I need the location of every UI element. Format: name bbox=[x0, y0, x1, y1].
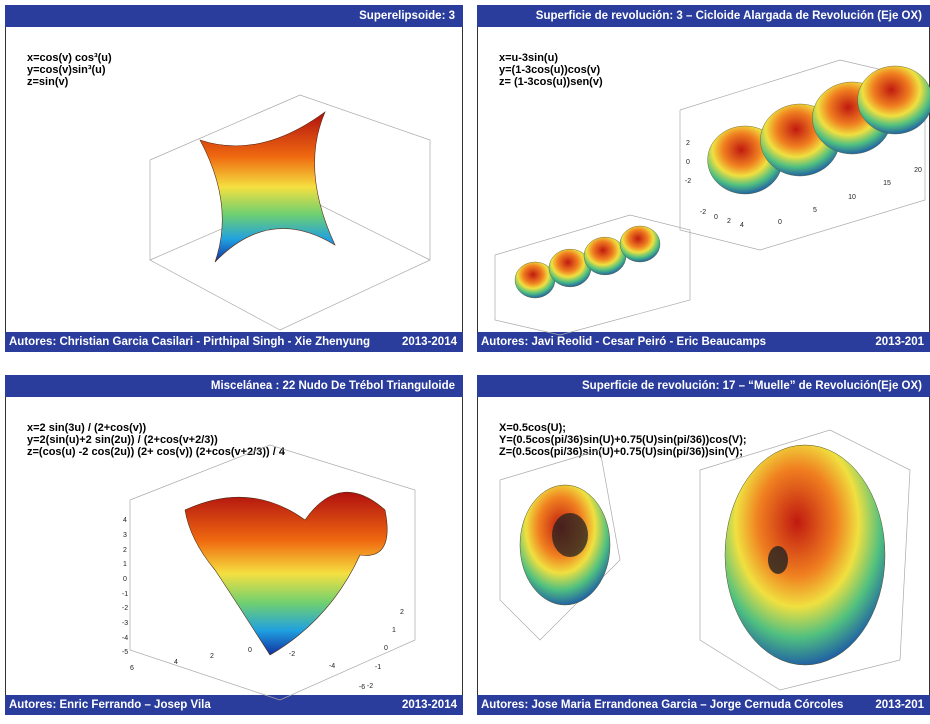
axis-tick-label: -4 bbox=[122, 635, 128, 642]
slide-title: Superficie de revolución: 3 – Cicloide A… bbox=[536, 10, 922, 22]
years: 2013-2014 bbox=[402, 336, 458, 348]
spring-hole bbox=[552, 513, 588, 557]
axis-tick-label: -6 bbox=[359, 684, 365, 691]
authors: Autores: Jose Maria Errandonea Garcia – … bbox=[481, 699, 843, 711]
axis-tick-label: 10 bbox=[848, 194, 856, 201]
axis-tick-label: 1 bbox=[392, 627, 396, 634]
formula: z=sin(v) bbox=[27, 76, 69, 88]
formula: x=2 sin(3u) / (2+cos(v)) bbox=[27, 422, 147, 434]
axis-tick-label: -4 bbox=[329, 663, 335, 670]
surface-lobe bbox=[858, 66, 930, 134]
collage: Superelipsoide: 3 x=cos(v) cos³(u)y=cos(v… bbox=[0, 0, 930, 719]
axis-tick-label: -2 bbox=[122, 605, 128, 612]
axis-tick-label: -3 bbox=[122, 620, 128, 627]
axis-tick-label: 4 bbox=[123, 517, 127, 524]
axis-tick-label: -2 bbox=[700, 209, 706, 216]
spring-surface bbox=[725, 445, 885, 665]
axis-tick-label: -5 bbox=[122, 649, 128, 656]
axis-tick-label: 0 bbox=[778, 219, 782, 226]
slide: Superficie de revolución: 3 – Cicloide A… bbox=[477, 5, 930, 352]
axis-tick-label: -2 bbox=[289, 651, 295, 658]
formula: y=cos(v)sin³(u) bbox=[27, 64, 106, 76]
formula: X=0.5cos(U); bbox=[499, 422, 566, 434]
axis-tick-label: 2 bbox=[400, 609, 404, 616]
years: 2013-2014 bbox=[402, 699, 458, 711]
axis-tick-label: 0 bbox=[714, 214, 718, 221]
authors: Autores: Christian Garcia Casilari - Pir… bbox=[9, 336, 370, 348]
axis-tick-label: 5 bbox=[813, 207, 817, 214]
axis-tick-label: 2 bbox=[123, 547, 127, 554]
formula: Z=(0.5cos(pi/36)sin(U)+0.75(U)sin(pi/36)… bbox=[499, 446, 743, 458]
formula: z=(cos(u) -2 cos(2u)) (2+ cos(v)) (2+cos… bbox=[27, 446, 286, 458]
axis-tick-label: -1 bbox=[375, 664, 381, 671]
formula: y=(1-3cos(u))cos(v) bbox=[499, 64, 601, 76]
surface-lobe bbox=[620, 226, 660, 262]
formula: x=cos(v) cos³(u) bbox=[27, 52, 112, 64]
authors: Autores: Enric Ferrando – Josep Vila bbox=[9, 699, 211, 711]
axis-tick-label: 15 bbox=[883, 180, 891, 187]
axis-tick-label: 4 bbox=[740, 222, 744, 229]
axis-tick-label: 4 bbox=[174, 659, 178, 666]
slide-title: Superficie de revolución: 17 – “Muelle” … bbox=[582, 380, 922, 392]
axis-tick-label: 0 bbox=[384, 645, 388, 652]
axis-tick-label: 3 bbox=[123, 532, 127, 539]
axis-tick-label: -1 bbox=[122, 591, 128, 598]
page: {"panels": [ {"title": "Superelipsoide: … bbox=[0, 0, 930, 719]
axis-tick-label: 2 bbox=[210, 653, 214, 660]
spring-hole bbox=[768, 546, 788, 574]
authors: Autores: Javi Reolid - Cesar Peiró - Eri… bbox=[481, 336, 766, 348]
axis-tick-label: 0 bbox=[248, 647, 252, 654]
formula: z= (1-3cos(u))sen(v) bbox=[499, 76, 603, 88]
formula: Y=(0.5cos(pi/36)sin(U)+0.75(U)sin(pi/36)… bbox=[499, 434, 747, 446]
axis-tick-label: 20 bbox=[914, 167, 922, 174]
axis-tick-label: 2 bbox=[686, 140, 690, 147]
axis-tick-label: -2 bbox=[685, 178, 691, 185]
formula: y=2(sin(u)+2 sin(2u)) / (2+cos(v+2/3)) bbox=[27, 434, 218, 446]
axis-tick-label: 0 bbox=[123, 576, 127, 583]
axis-tick-label: 2 bbox=[727, 218, 731, 225]
years: 2013-201 bbox=[875, 699, 924, 711]
years: 2013-201 bbox=[875, 336, 924, 348]
slide-title: Miscelánea : 22 Nudo De Trébol Triangulo… bbox=[211, 380, 455, 392]
formula: x=u-3sin(u) bbox=[499, 52, 558, 64]
axis-tick-label: 0 bbox=[686, 159, 690, 166]
axis-tick-label: -2 bbox=[367, 683, 373, 690]
axis-tick-label: 6 bbox=[130, 665, 134, 672]
surface-lobe bbox=[584, 237, 626, 275]
slide-title: Superelipsoide: 3 bbox=[359, 10, 455, 22]
axis-tick-label: 1 bbox=[123, 561, 127, 568]
